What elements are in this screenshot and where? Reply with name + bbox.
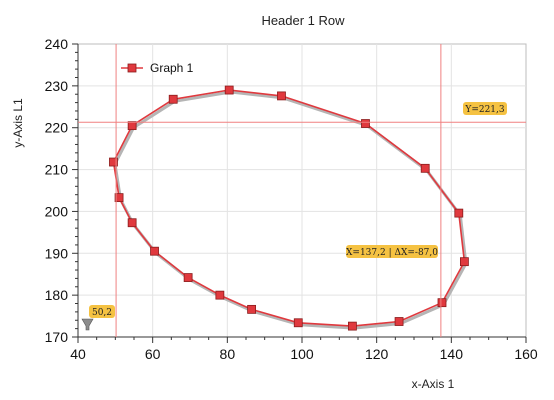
x-axis-label: x-Axis 1: [412, 377, 455, 391]
x-tick-label: 100: [290, 346, 314, 362]
data-point: [114, 193, 124, 203]
data-point: [454, 208, 464, 218]
data-point: [109, 157, 118, 167]
y-tick-label: 220: [45, 120, 69, 136]
data-point: [150, 246, 159, 256]
cursor-left-label-bg: [89, 305, 115, 318]
data-point: [437, 298, 447, 308]
y-tick-label: 170: [45, 329, 69, 345]
data-point: [127, 218, 137, 228]
y-tick-label: 230: [45, 78, 69, 94]
y-tick-label: 240: [45, 36, 69, 52]
data-point: [347, 321, 357, 331]
x-tick-label: 160: [514, 346, 538, 362]
data-point: [127, 121, 137, 131]
chart-title: Header 1 Row: [261, 13, 345, 28]
cursor-x-label-bg: [346, 245, 438, 258]
data-point: [224, 85, 234, 95]
y-tick-label: 190: [45, 245, 69, 261]
x-tick-label: 140: [440, 346, 464, 362]
y-tick-label: 180: [45, 287, 69, 303]
data-point: [459, 257, 469, 267]
data-point: [277, 91, 286, 101]
y-tick-label: 210: [45, 162, 69, 178]
legend-label: Graph 1: [150, 61, 194, 75]
cursor-pointer-icon: [81, 318, 94, 331]
legend-marker: [127, 63, 137, 73]
series-line: [112, 89, 466, 327]
data-point: [183, 273, 193, 282]
x-tick-label: 120: [365, 346, 389, 362]
data-point: [361, 119, 370, 128]
cursor-y-label-bg: [463, 102, 507, 115]
data-point: [420, 163, 430, 173]
cursor-y-label: Y=221,3: [464, 105, 505, 115]
cursor-left-label: 50,2: [92, 308, 112, 318]
y-axis-label: y-Axis L1: [11, 98, 25, 148]
data-point: [168, 94, 178, 104]
y-tick-label: 200: [45, 203, 69, 219]
cursor-x-label: X=137,2 | ΔX=-87,0: [346, 248, 438, 258]
x-tick-label: 80: [220, 346, 236, 362]
data-point: [215, 290, 225, 300]
x-tick-label: 40: [70, 346, 86, 362]
data-point: [293, 318, 303, 328]
data-point: [394, 317, 404, 326]
data-point: [247, 304, 257, 314]
x-tick-label: 60: [145, 346, 161, 362]
